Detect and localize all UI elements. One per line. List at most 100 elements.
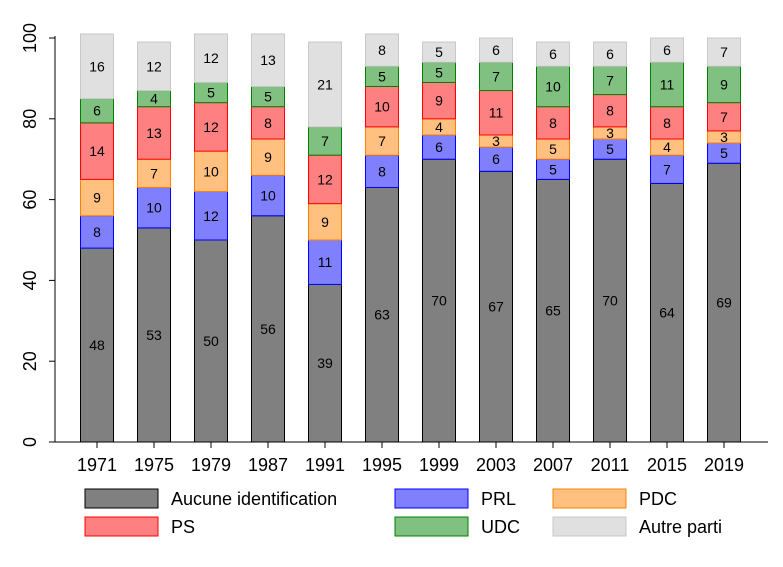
data-label: 3: [720, 129, 728, 145]
bar-segment: [479, 90, 513, 136]
data-label: 8: [606, 103, 614, 119]
bar-segment: [137, 227, 171, 443]
data-label: 10: [203, 163, 219, 179]
x-tick-label: 1971: [77, 455, 117, 475]
bar-segment: [194, 33, 228, 83]
legend-swatch: [552, 488, 627, 509]
bar-segment: [422, 41, 456, 63]
bar-segment: [650, 61, 684, 108]
legend-label: Aucune identification: [171, 489, 337, 509]
data-label: 7: [150, 165, 158, 181]
data-label: 9: [435, 93, 443, 109]
bar-segment: [650, 154, 684, 184]
bar-segment: [593, 158, 627, 443]
data-label: 14: [89, 143, 105, 159]
bar-segment: [650, 37, 684, 63]
x-tick-label: 2011: [591, 455, 630, 475]
data-label: 8: [378, 163, 386, 179]
bar-segment: [536, 106, 570, 140]
bar-segment: [707, 162, 741, 443]
data-label: 8: [663, 115, 671, 131]
data-label: 10: [545, 78, 561, 94]
data-label: 53: [146, 327, 162, 343]
data-label: 3: [492, 133, 500, 149]
data-label: 6: [663, 42, 671, 58]
bar-segment: [80, 33, 114, 100]
bar-segment: [308, 203, 342, 241]
x-tick-label: 1995: [362, 455, 402, 475]
bar-segment: [479, 146, 513, 172]
bar-segment: [308, 154, 342, 205]
x-tick-label: 1991: [305, 455, 345, 475]
data-label: 7: [663, 161, 671, 177]
data-label: 8: [93, 224, 101, 240]
data-label: 8: [549, 115, 557, 131]
bar-segment: [194, 102, 228, 152]
x-tick-label: 2007: [533, 455, 573, 475]
bar-segment: [308, 239, 342, 285]
data-label: 12: [203, 119, 219, 135]
bar-segment: [137, 41, 171, 92]
bar-segment: [365, 85, 399, 128]
data-label: 48: [89, 337, 105, 353]
data-label: 5: [549, 141, 557, 157]
bar-segment: [479, 170, 513, 443]
y-tick-label: 60: [20, 190, 40, 210]
bar-segment: [194, 191, 228, 241]
legend-label: PDC: [639, 489, 677, 509]
x-tick-label: 2019: [704, 455, 744, 475]
data-label: 13: [260, 52, 276, 68]
bar-segment: [80, 247, 114, 443]
bar-segment: [365, 126, 399, 156]
data-label: 56: [260, 321, 276, 337]
bar-segment: [593, 41, 627, 67]
bar-segment: [365, 154, 399, 188]
data-label: 4: [150, 91, 158, 107]
data-label: 6: [93, 103, 101, 119]
bar-segment: [365, 186, 399, 443]
data-label: 5: [207, 85, 215, 101]
bar-segment: [251, 33, 285, 87]
bars: [80, 33, 741, 443]
x-tick-label: 2015: [647, 455, 687, 475]
bar-segment: [479, 37, 513, 63]
data-label: 5: [435, 44, 443, 60]
data-label: 5: [606, 141, 614, 157]
x-tick-label: 1987: [248, 455, 288, 475]
data-label: 6: [606, 46, 614, 62]
data-label: 5: [549, 161, 557, 177]
data-label: 70: [602, 293, 618, 309]
data-label: 63: [374, 307, 390, 323]
data-label: 9: [321, 214, 329, 230]
data-label: 8: [264, 115, 272, 131]
data-label: 4: [435, 119, 443, 135]
data-label: 9: [720, 76, 728, 92]
bar-segment: [251, 215, 285, 443]
data-label: 7: [606, 72, 614, 88]
data-label: 4: [663, 139, 671, 155]
y-tick-label: 100: [20, 23, 40, 53]
data-label: 7: [378, 133, 386, 149]
bar-segment: [308, 41, 342, 128]
bar-segment: [137, 158, 171, 188]
data-label: 5: [720, 145, 728, 161]
data-label: 11: [489, 105, 504, 121]
bar-segment: [422, 158, 456, 443]
y-tick-label: 20: [20, 351, 40, 371]
data-label: 70: [431, 293, 447, 309]
data-label: 10: [146, 200, 162, 216]
bar-segment: [707, 37, 741, 67]
data-label: 5: [435, 64, 443, 80]
legend-label: PS: [171, 517, 195, 537]
data-label: 11: [660, 76, 675, 92]
data-label: 5: [378, 68, 386, 84]
bar-segment: [308, 126, 342, 156]
x-tick-label: 1999: [419, 455, 459, 475]
data-label: 7: [720, 44, 728, 60]
legend-swatch: [552, 516, 627, 537]
x-tick-label: 1979: [191, 455, 231, 475]
data-label: 13: [146, 125, 162, 141]
legend-swatch: [394, 488, 469, 509]
data-label: 69: [716, 295, 732, 311]
